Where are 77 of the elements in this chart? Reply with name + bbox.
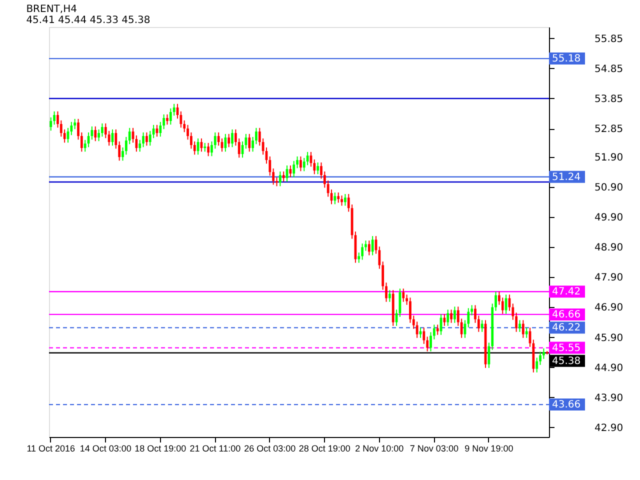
y-tick-label: 51.90 <box>594 152 624 164</box>
ref-line-label: 45.38 <box>552 356 581 367</box>
candlestick <box>334 192 336 205</box>
candlestick <box>166 114 168 126</box>
candlestick <box>50 116 52 132</box>
candlestick <box>416 321 418 338</box>
candlestick <box>525 327 528 338</box>
y-tick-label: 55.85 <box>594 34 624 45</box>
ref-line-label: 47.42 <box>552 286 581 298</box>
x-tick-label: 14 Oct 03:00 <box>80 444 132 454</box>
x-tick-label: 9 Nov 19:00 <box>464 444 514 454</box>
candlestick <box>454 306 456 324</box>
candlestick <box>368 240 370 256</box>
candlestick <box>306 151 309 166</box>
candlestick <box>142 132 144 148</box>
candlestick <box>282 170 285 182</box>
x-tick-label: 21 Oct 11:00 <box>190 444 241 454</box>
candlestick <box>501 297 504 314</box>
candlestick <box>138 139 142 152</box>
y-tick-label: 53.85 <box>594 94 624 105</box>
x-tick-label: 28 Oct 19:00 <box>298 444 350 454</box>
candlestick <box>101 122 104 138</box>
y-tick-label: 47.90 <box>594 272 624 284</box>
y-tick-label: 45.90 <box>594 332 624 344</box>
x-tick-label: 11 Oct 2016 <box>26 444 76 454</box>
ref-line-label: 45.55 <box>552 342 581 354</box>
y-tick-label: 48.90 <box>594 242 624 254</box>
chart-subtitle: 45.41 45.44 45.33 45.38 <box>26 15 150 26</box>
candlestick <box>224 133 227 152</box>
y-tick-label: 46.90 <box>594 302 624 314</box>
candlestick <box>518 320 521 332</box>
candlestick <box>446 309 450 326</box>
y-tick-label: 50.90 <box>594 182 624 194</box>
y-tick-label: 44.90 <box>594 362 624 374</box>
y-tick-label: 52.85 <box>594 124 624 136</box>
y-tick-label: 42.90 <box>594 422 624 434</box>
ref-line-label: 46.66 <box>552 309 581 320</box>
candlestick <box>361 243 364 260</box>
y-tick-label: 54.85 <box>594 64 624 75</box>
candlestick <box>480 320 484 332</box>
candlestick <box>316 162 320 175</box>
candlestick <box>436 324 439 336</box>
x-tick-label: 26 Oct 03:00 <box>244 444 296 454</box>
candlestick <box>337 192 340 204</box>
ref-line-label: 43.66 <box>552 400 581 411</box>
candlestick <box>344 194 346 206</box>
candlestick <box>388 290 391 302</box>
candlestick <box>94 126 97 142</box>
candlestick <box>207 142 210 157</box>
candlestick <box>214 132 216 150</box>
candlestick <box>450 309 452 324</box>
candlestick <box>248 133 251 152</box>
candlestick <box>402 288 405 302</box>
candlestick <box>278 170 282 187</box>
candlestick <box>522 320 524 338</box>
candlestick <box>146 132 148 146</box>
candlestick <box>228 133 230 148</box>
x-tick-label: 2 Nov 10:00 <box>355 444 404 454</box>
ref-line-label: 51.24 <box>552 172 581 183</box>
x-tick-label: 7 Nov 03:00 <box>410 444 458 454</box>
candlestick <box>108 130 110 146</box>
ref-line-label: 55.18 <box>552 54 581 65</box>
y-tick-label: 49.90 <box>594 212 624 224</box>
candlestick <box>371 236 374 256</box>
ref-line-label: 46.22 <box>552 322 581 334</box>
candlestick <box>536 357 538 373</box>
candlestick <box>289 164 292 178</box>
candlestick <box>169 108 172 126</box>
candlestick <box>340 195 343 206</box>
y-tick-label: 43.90 <box>594 392 624 404</box>
candlestick <box>422 327 426 344</box>
candlestick <box>159 121 162 138</box>
candlestick <box>292 160 296 178</box>
chart-title: BRENT,H4 <box>26 4 77 15</box>
candlestick <box>300 156 302 172</box>
candlestick <box>231 128 234 148</box>
x-tick-label: 18 Oct 19:00 <box>134 444 186 454</box>
